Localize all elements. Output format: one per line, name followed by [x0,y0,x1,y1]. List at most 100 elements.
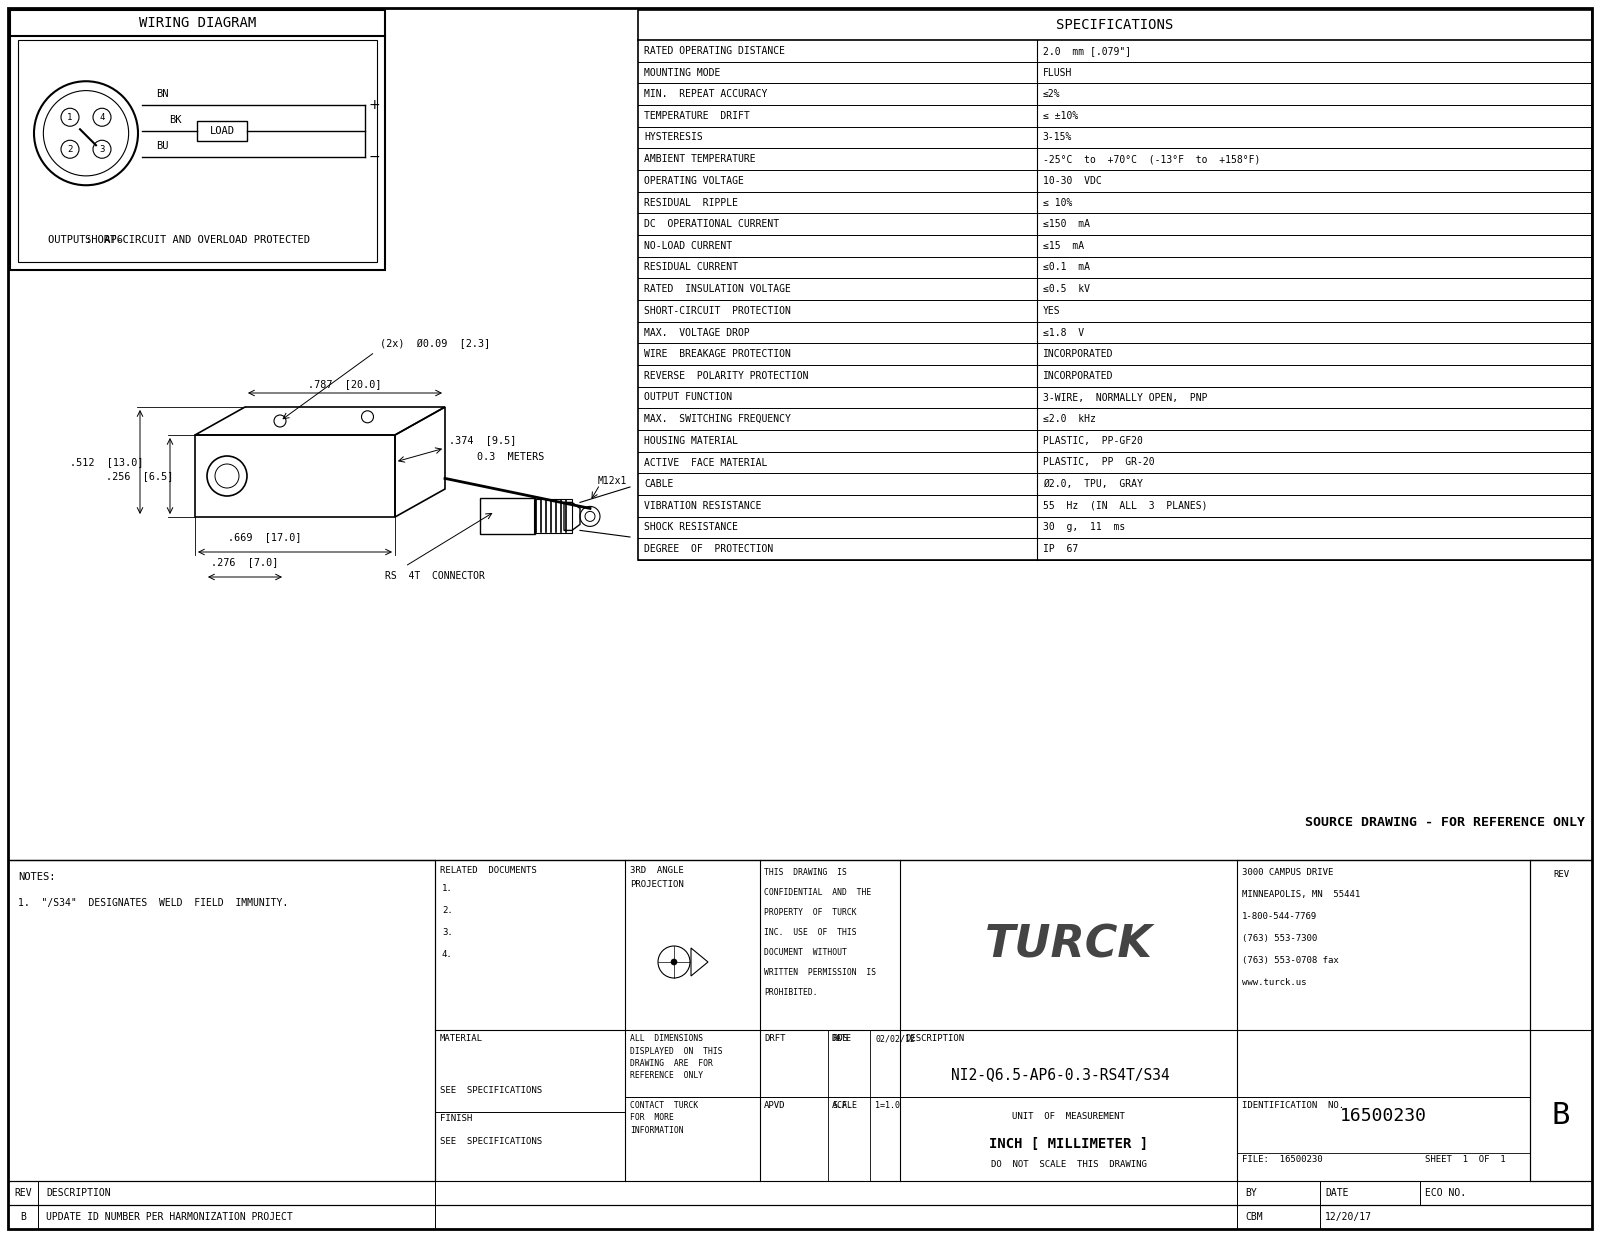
Text: RS  4T  CONNECTOR: RS 4T CONNECTOR [386,571,485,581]
Text: 3: 3 [99,145,104,153]
Bar [10,10,386,270]
Text: DRFT: DRFT [765,1034,786,1043]
Text: ≤ ±10%: ≤ ±10% [1043,111,1078,121]
Text: A.F.: A.F. [832,1101,853,1110]
Text: +: + [370,98,381,113]
Text: PLASTIC,  PP  GR-20: PLASTIC, PP GR-20 [1043,458,1154,468]
Text: TURCK: TURCK [984,924,1152,966]
Text: ≤0.1  mA: ≤0.1 mA [1043,262,1090,272]
Text: 1-800-544-7769: 1-800-544-7769 [1242,912,1317,922]
Text: MAX.  SWITCHING FREQUENCY: MAX. SWITCHING FREQUENCY [643,414,790,424]
Text: BU: BU [155,141,168,151]
Text: ECO NO.: ECO NO. [1426,1188,1466,1197]
Text: CONFIDENTIAL  AND  THE: CONFIDENTIAL AND THE [765,888,872,897]
Text: OUTPUT:  AP6: OUTPUT: AP6 [48,235,123,245]
Text: SHEET  1  OF  1: SHEET 1 OF 1 [1426,1155,1506,1164]
Text: DO  NOT  SCALE  THIS  DRAWING: DO NOT SCALE THIS DRAWING [990,1160,1147,1169]
Text: DOCUMENT  WITHOUT: DOCUMENT WITHOUT [765,948,846,957]
Text: SOURCE DRAWING - FOR REFERENCE ONLY: SOURCE DRAWING - FOR REFERENCE ONLY [1306,815,1586,829]
Text: 2.0  mm [.079"]: 2.0 mm [.079"] [1043,46,1131,56]
Text: 4: 4 [99,113,104,121]
Text: SHORT-CIRCUIT AND OVERLOAD PROTECTED: SHORT-CIRCUIT AND OVERLOAD PROTECTED [85,235,310,245]
Text: 3-WIRE,  NORMALLY OPEN,  PNP: 3-WIRE, NORMALLY OPEN, PNP [1043,392,1208,402]
Text: HOUSING MATERIAL: HOUSING MATERIAL [643,435,738,445]
Text: ≤1.8  V: ≤1.8 V [1043,328,1083,338]
Text: .256  [6.5]: .256 [6.5] [106,471,173,481]
Text: BN: BN [155,89,168,99]
Text: FINISH: FINISH [440,1115,472,1123]
Text: CABLE: CABLE [643,479,674,489]
Text: ≤2.0  kHz: ≤2.0 kHz [1043,414,1096,424]
Text: INC.  USE  OF  THIS: INC. USE OF THIS [765,928,856,936]
Text: 55  Hz  (IN  ALL  3  PLANES): 55 Hz (IN ALL 3 PLANES) [1043,501,1208,511]
Text: 30  g,  11  ms: 30 g, 11 ms [1043,522,1125,532]
Bar [1530,860,1592,1181]
Text: B: B [21,1212,26,1222]
Text: UNIT  OF  MEASUREMENT: UNIT OF MEASUREMENT [1013,1112,1125,1121]
Text: PROJECTION: PROJECTION [630,880,683,889]
Text: OUTPUT FUNCTION: OUTPUT FUNCTION [643,392,733,402]
Bar [18,40,378,262]
Text: SEE  SPECIFICATIONS: SEE SPECIFICATIONS [440,1137,542,1145]
Text: DEGREE  OF  PROTECTION: DEGREE OF PROTECTION [643,544,773,554]
Text: MIN.  REPEAT ACCURACY: MIN. REPEAT ACCURACY [643,89,768,99]
Text: ≤150  mA: ≤150 mA [1043,219,1090,229]
Text: TEMPERATURE  DRIFT: TEMPERATURE DRIFT [643,111,750,121]
Text: 3.: 3. [442,928,453,936]
Text: REV: REV [1554,870,1570,880]
Text: DESCRIPTION: DESCRIPTION [906,1034,965,1043]
Text: IDENTIFICATION  NO.: IDENTIFICATION NO. [1242,1101,1344,1110]
Text: INCORPORATED: INCORPORATED [1043,349,1114,359]
Text: RDS: RDS [832,1034,848,1043]
Text: ≤2%: ≤2% [1043,89,1061,99]
Text: RESIDUAL CURRENT: RESIDUAL CURRENT [643,262,738,272]
Text: 1.: 1. [442,884,453,893]
Text: (2x)  Ø0.09  [2.3]: (2x) Ø0.09 [2.3] [381,339,490,349]
Text: 10-30  VDC: 10-30 VDC [1043,176,1101,186]
Text: APVD: APVD [765,1101,786,1110]
Text: NO-LOAD CURRENT: NO-LOAD CURRENT [643,241,733,251]
Text: RESIDUAL  RIPPLE: RESIDUAL RIPPLE [643,198,738,208]
Text: (763) 553-0708 fax: (763) 553-0708 fax [1242,956,1339,965]
Text: .276  [7.0]: .276 [7.0] [211,557,278,567]
Text: YES: YES [1043,306,1061,315]
Text: INCH [ MILLIMETER ]: INCH [ MILLIMETER ] [989,1137,1149,1150]
Text: SEE  SPECIFICATIONS: SEE SPECIFICATIONS [440,1086,542,1095]
Bar [480,499,534,534]
Text: ACTIVE  FACE MATERIAL: ACTIVE FACE MATERIAL [643,458,768,468]
Text: BK: BK [168,115,181,125]
Text: (763) 553-7300: (763) 553-7300 [1242,934,1317,943]
Text: DATE: DATE [1325,1188,1349,1197]
Text: SHOCK RESISTANCE: SHOCK RESISTANCE [643,522,738,532]
Text: RATED OPERATING DISTANCE: RATED OPERATING DISTANCE [643,46,786,56]
Text: MINNEAPOLIS, MN  55441: MINNEAPOLIS, MN 55441 [1242,889,1360,899]
Text: 3RD  ANGLE: 3RD ANGLE [630,866,683,875]
Text: .512  [13.0]: .512 [13.0] [69,456,142,468]
Text: ≤15  mA: ≤15 mA [1043,241,1083,251]
Text: 2.: 2. [442,905,453,915]
Bar [8,1205,1592,1230]
Text: PROHIBITED.: PROHIBITED. [765,988,818,997]
Text: .787  [20.0]: .787 [20.0] [309,379,382,388]
Text: WRITTEN  PERMISSION  IS: WRITTEN PERMISSION IS [765,969,877,977]
Circle shape [670,959,677,965]
Text: OPERATING VOLTAGE: OPERATING VOLTAGE [643,176,744,186]
Text: SPECIFICATIONS: SPECIFICATIONS [1056,19,1174,32]
Text: CBM: CBM [1245,1212,1262,1222]
Text: MOUNTING MODE: MOUNTING MODE [643,68,720,78]
Text: 02/02/12: 02/02/12 [875,1034,915,1043]
Text: WIRING DIAGRAM: WIRING DIAGRAM [139,16,256,30]
Text: REVERSE  POLARITY PROTECTION: REVERSE POLARITY PROTECTION [643,371,808,381]
Bar [534,500,573,533]
Text: 1=1.0: 1=1.0 [875,1101,899,1110]
Text: FLUSH: FLUSH [1043,68,1072,78]
Text: RATED  INSULATION VOLTAGE: RATED INSULATION VOLTAGE [643,285,790,294]
Bar [197,121,246,141]
Text: SHORT-CIRCUIT  PROTECTION: SHORT-CIRCUIT PROTECTION [643,306,790,315]
Text: ALL  DIMENSIONS
DISPLAYED  ON  THIS
DRAWING  ARE  FOR
REFERENCE  ONLY: ALL DIMENSIONS DISPLAYED ON THIS DRAWING… [630,1034,723,1080]
Text: Ø2.0,  TPU,  GRAY: Ø2.0, TPU, GRAY [1043,479,1142,489]
Text: DATE: DATE [832,1034,851,1043]
Text: REV: REV [14,1188,32,1197]
Text: IP  67: IP 67 [1043,544,1078,554]
Text: DC  OPERATIONAL CURRENT: DC OPERATIONAL CURRENT [643,219,779,229]
